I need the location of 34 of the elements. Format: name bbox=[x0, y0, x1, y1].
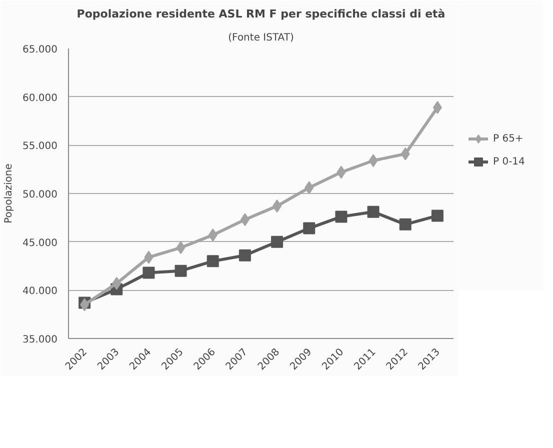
point bbox=[80, 298, 90, 312]
y-tick-label: 50.000 bbox=[22, 190, 58, 200]
point bbox=[271, 236, 284, 248]
y-tick-label: 65.000 bbox=[22, 44, 58, 56]
point bbox=[174, 264, 187, 277]
y-tick-label: 60.000 bbox=[22, 92, 58, 104]
y-axis-title: Popolazione bbox=[4, 164, 15, 224]
point bbox=[399, 218, 412, 230]
legend-label: P 0-14 bbox=[493, 156, 525, 167]
point bbox=[176, 241, 186, 254]
point bbox=[240, 213, 250, 226]
chart-subtitle: (Fonte ISTAT) bbox=[228, 32, 294, 44]
point bbox=[368, 154, 378, 168]
y-tick-label: 35.000 bbox=[22, 334, 58, 346]
point bbox=[208, 228, 218, 242]
point bbox=[112, 276, 122, 290]
point bbox=[431, 210, 444, 222]
point bbox=[304, 181, 314, 194]
point bbox=[144, 250, 154, 264]
point bbox=[272, 200, 282, 213]
point bbox=[400, 147, 410, 160]
point bbox=[142, 266, 155, 279]
y-tick-label: 40.000 bbox=[22, 286, 58, 298]
point bbox=[335, 210, 348, 223]
point bbox=[238, 249, 251, 262]
chart-title: Popolazione residente ASL RM F per specifiche classi di età bbox=[76, 8, 446, 20]
point bbox=[336, 166, 346, 179]
point bbox=[432, 100, 442, 114]
point bbox=[367, 206, 380, 218]
y-tick-label: 55.000 bbox=[22, 141, 58, 152]
point bbox=[206, 255, 219, 268]
y-tick-label: 45.000 bbox=[22, 238, 58, 249]
point bbox=[303, 222, 316, 234]
legend-label: P 65+ bbox=[493, 133, 524, 144]
